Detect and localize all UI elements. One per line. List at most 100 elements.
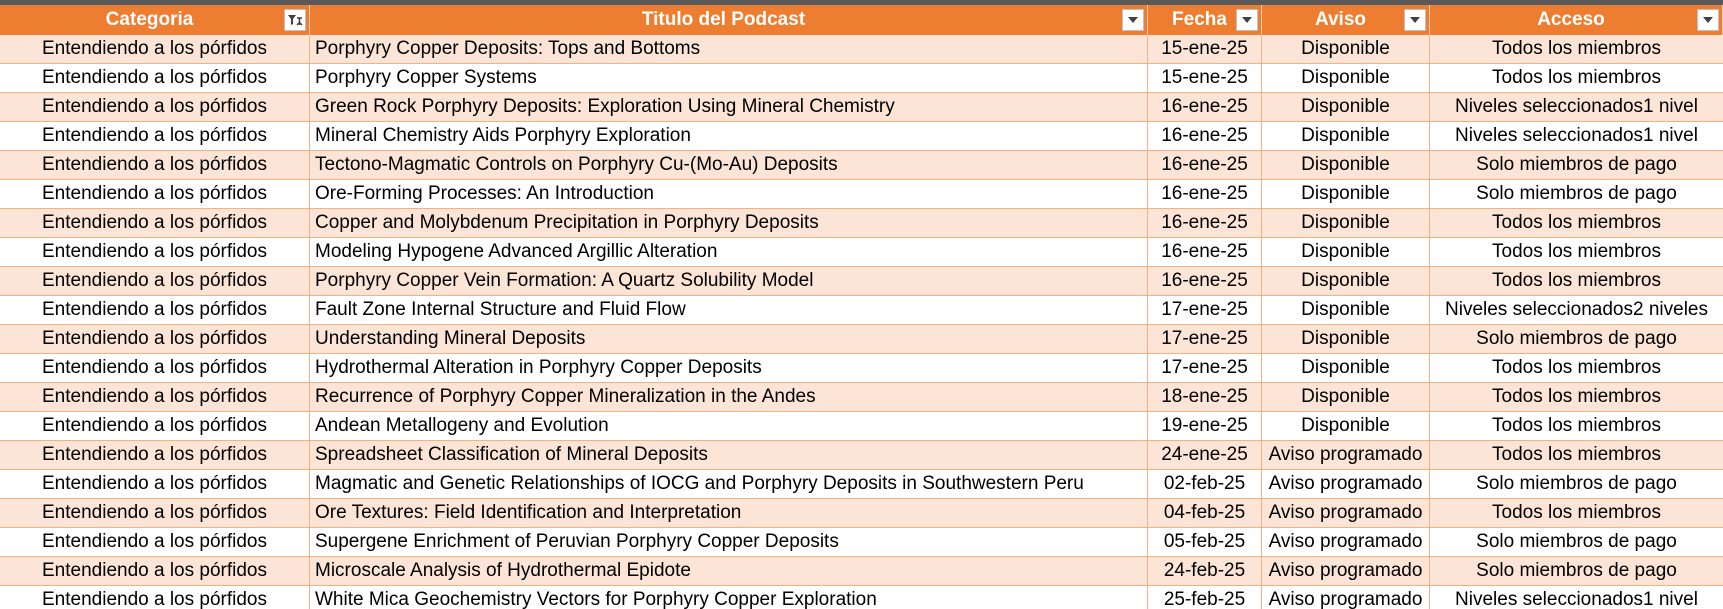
cell-fecha[interactable]: 05-feb-25 (1148, 528, 1262, 556)
cell-categoria[interactable]: Entendiendo a los pórfidos (0, 35, 310, 63)
cell-acceso[interactable]: Solo miembros de pago (1476, 328, 1677, 349)
cell-acceso[interactable]: Niveles seleccionados1 nivel (1455, 589, 1698, 609)
cell-titulo[interactable]: Tectono-Magmatic Controls on Porphyry Cu… (310, 151, 1148, 179)
cell-categoria[interactable]: Entendiendo a los pórfidos (0, 238, 310, 266)
cell-categoria[interactable]: Entendiendo a los pórfidos (0, 354, 310, 382)
cell-fecha[interactable]: 25-feb-25 (1148, 586, 1262, 609)
cell-titulo[interactable]: Magmatic and Genetic Relationships of IO… (310, 470, 1148, 498)
cell-categoria[interactable]: Entendiendo a los pórfidos (0, 64, 310, 92)
cell-acceso[interactable]: Niveles seleccionados1 nivel (1455, 96, 1698, 117)
dropdown-arrow-icon[interactable] (1236, 9, 1258, 31)
column-header-aviso[interactable]: Aviso (1262, 5, 1430, 35)
cell-titulo[interactable]: Andean Metallogeny and Evolution (310, 412, 1148, 440)
cell-categoria[interactable]: Entendiendo a los pórfidos (0, 441, 310, 469)
cell-acceso[interactable]: Solo miembros de pago (1476, 154, 1677, 175)
cell-titulo[interactable]: Green Rock Porphyry Deposits: Exploratio… (310, 93, 1148, 121)
cell-fecha[interactable]: 24-ene-25 (1148, 441, 1262, 469)
table-row[interactable]: Entendiendo a los pórfidos Copper and Mo… (0, 209, 1723, 238)
cell-acceso[interactable]: Solo miembros de pago (1476, 560, 1677, 581)
table-row[interactable]: Entendiendo a los pórfidos Magmatic and … (0, 470, 1723, 499)
cell-fecha[interactable]: 16-ene-25 (1148, 93, 1262, 121)
cell-acceso[interactable]: Solo miembros de pago (1476, 473, 1677, 494)
cell-titulo[interactable]: Hydrothermal Alteration in Porphyry Copp… (310, 354, 1148, 382)
cell-acceso[interactable]: Niveles seleccionados1 nivel (1455, 125, 1698, 146)
cell-titulo[interactable]: Microscale Analysis of Hydrothermal Epid… (310, 557, 1148, 585)
table-row[interactable]: Entendiendo a los pórfidos Hydrothermal … (0, 354, 1723, 383)
cell-acceso[interactable]: Todos los miembros (1492, 270, 1661, 291)
dropdown-arrow-icon[interactable] (1122, 9, 1144, 31)
filter-applied-icon[interactable] (284, 9, 306, 31)
cell-aviso[interactable]: Aviso programado (1262, 557, 1430, 585)
cell-fecha[interactable]: 15-ene-25 (1148, 64, 1262, 92)
cell-fecha[interactable]: 16-ene-25 (1148, 209, 1262, 237)
cell-fecha[interactable]: 16-ene-25 (1148, 151, 1262, 179)
cell-categoria[interactable]: Entendiendo a los pórfidos (0, 586, 310, 609)
table-row[interactable]: Entendiendo a los pórfidos Supergene Enr… (0, 528, 1723, 557)
cell-aviso[interactable]: Disponible (1262, 267, 1430, 295)
cell-fecha[interactable]: 17-ene-25 (1148, 296, 1262, 324)
table-row[interactable]: Entendiendo a los pórfidos Porphyry Copp… (0, 64, 1723, 93)
table-row[interactable]: Entendiendo a los pórfidos Fault Zone In… (0, 296, 1723, 325)
table-row[interactable]: Entendiendo a los pórfidos Understanding… (0, 325, 1723, 354)
cell-fecha[interactable]: 17-ene-25 (1148, 354, 1262, 382)
cell-titulo[interactable]: Modeling Hypogene Advanced Argillic Alte… (310, 238, 1148, 266)
column-header-acceso[interactable]: Acceso (1430, 5, 1723, 35)
cell-acceso[interactable]: Todos los miembros (1492, 357, 1661, 378)
cell-aviso[interactable]: Disponible (1262, 354, 1430, 382)
cell-aviso[interactable]: Disponible (1262, 122, 1430, 150)
cell-fecha[interactable]: 04-feb-25 (1148, 499, 1262, 527)
table-row[interactable]: Entendiendo a los pórfidos Ore-Forming P… (0, 180, 1723, 209)
cell-categoria[interactable]: Entendiendo a los pórfidos (0, 528, 310, 556)
cell-categoria[interactable]: Entendiendo a los pórfidos (0, 180, 310, 208)
cell-categoria[interactable]: Entendiendo a los pórfidos (0, 412, 310, 440)
cell-categoria[interactable]: Entendiendo a los pórfidos (0, 151, 310, 179)
cell-fecha[interactable]: 16-ene-25 (1148, 238, 1262, 266)
cell-acceso[interactable]: Todos los miembros (1492, 241, 1661, 262)
cell-acceso[interactable]: Todos los miembros (1492, 415, 1661, 436)
cell-titulo[interactable]: Porphyry Copper Vein Formation: A Quartz… (310, 267, 1148, 295)
cell-acceso[interactable]: Todos los miembros (1492, 38, 1661, 59)
cell-aviso[interactable]: Disponible (1262, 180, 1430, 208)
cell-aviso[interactable]: Disponible (1262, 151, 1430, 179)
cell-fecha[interactable]: 16-ene-25 (1148, 180, 1262, 208)
cell-titulo[interactable]: Porphyry Copper Systems (310, 64, 1148, 92)
table-row[interactable]: Entendiendo a los pórfidos Ore Textures:… (0, 499, 1723, 528)
cell-titulo[interactable]: Supergene Enrichment of Peruvian Porphyr… (310, 528, 1148, 556)
cell-titulo[interactable]: Fault Zone Internal Structure and Fluid … (310, 296, 1148, 324)
cell-aviso[interactable]: Disponible (1262, 296, 1430, 324)
cell-titulo[interactable]: Understanding Mineral Deposits (310, 325, 1148, 353)
cell-categoria[interactable]: Entendiendo a los pórfidos (0, 499, 310, 527)
cell-acceso[interactable]: Niveles seleccionados2 niveles (1445, 299, 1708, 320)
cell-aviso[interactable]: Aviso programado (1262, 441, 1430, 469)
cell-titulo[interactable]: Mineral Chemistry Aids Porphyry Explorat… (310, 122, 1148, 150)
cell-titulo[interactable]: Copper and Molybdenum Precipitation in P… (310, 209, 1148, 237)
table-row[interactable]: Entendiendo a los pórfidos Porphyry Copp… (0, 35, 1723, 64)
cell-aviso[interactable]: Aviso programado (1262, 586, 1430, 609)
table-row[interactable]: Entendiendo a los pórfidos Modeling Hypo… (0, 238, 1723, 267)
cell-fecha[interactable]: 16-ene-25 (1148, 122, 1262, 150)
cell-fecha[interactable]: 19-ene-25 (1148, 412, 1262, 440)
cell-aviso[interactable]: Disponible (1262, 64, 1430, 92)
table-row[interactable]: Entendiendo a los pórfidos Mineral Chemi… (0, 122, 1723, 151)
cell-categoria[interactable]: Entendiendo a los pórfidos (0, 557, 310, 585)
cell-categoria[interactable]: Entendiendo a los pórfidos (0, 325, 310, 353)
cell-titulo[interactable]: Porphyry Copper Deposits: Tops and Botto… (310, 35, 1148, 63)
cell-aviso[interactable]: Disponible (1262, 412, 1430, 440)
column-header-categoria[interactable]: Categoria (0, 5, 310, 35)
column-header-titulo[interactable]: Titulo del Podcast (310, 5, 1148, 35)
table-row[interactable]: Entendiendo a los pórfidos Microscale An… (0, 557, 1723, 586)
cell-categoria[interactable]: Entendiendo a los pórfidos (0, 267, 310, 295)
cell-fecha[interactable]: 24-feb-25 (1148, 557, 1262, 585)
cell-fecha[interactable]: 16-ene-25 (1148, 267, 1262, 295)
cell-titulo[interactable]: Ore Textures: Field Identification and I… (310, 499, 1148, 527)
table-row[interactable]: Entendiendo a los pórfidos Andean Metall… (0, 412, 1723, 441)
column-header-fecha[interactable]: Fecha (1148, 5, 1262, 35)
dropdown-arrow-icon[interactable] (1697, 9, 1719, 31)
cell-categoria[interactable]: Entendiendo a los pórfidos (0, 296, 310, 324)
cell-fecha[interactable]: 17-ene-25 (1148, 325, 1262, 353)
cell-aviso[interactable]: Disponible (1262, 35, 1430, 63)
cell-aviso[interactable]: Disponible (1262, 93, 1430, 121)
cell-categoria[interactable]: Entendiendo a los pórfidos (0, 383, 310, 411)
cell-acceso[interactable]: Todos los miembros (1492, 502, 1661, 523)
cell-titulo[interactable]: Recurrence of Porphyry Copper Mineraliza… (310, 383, 1148, 411)
